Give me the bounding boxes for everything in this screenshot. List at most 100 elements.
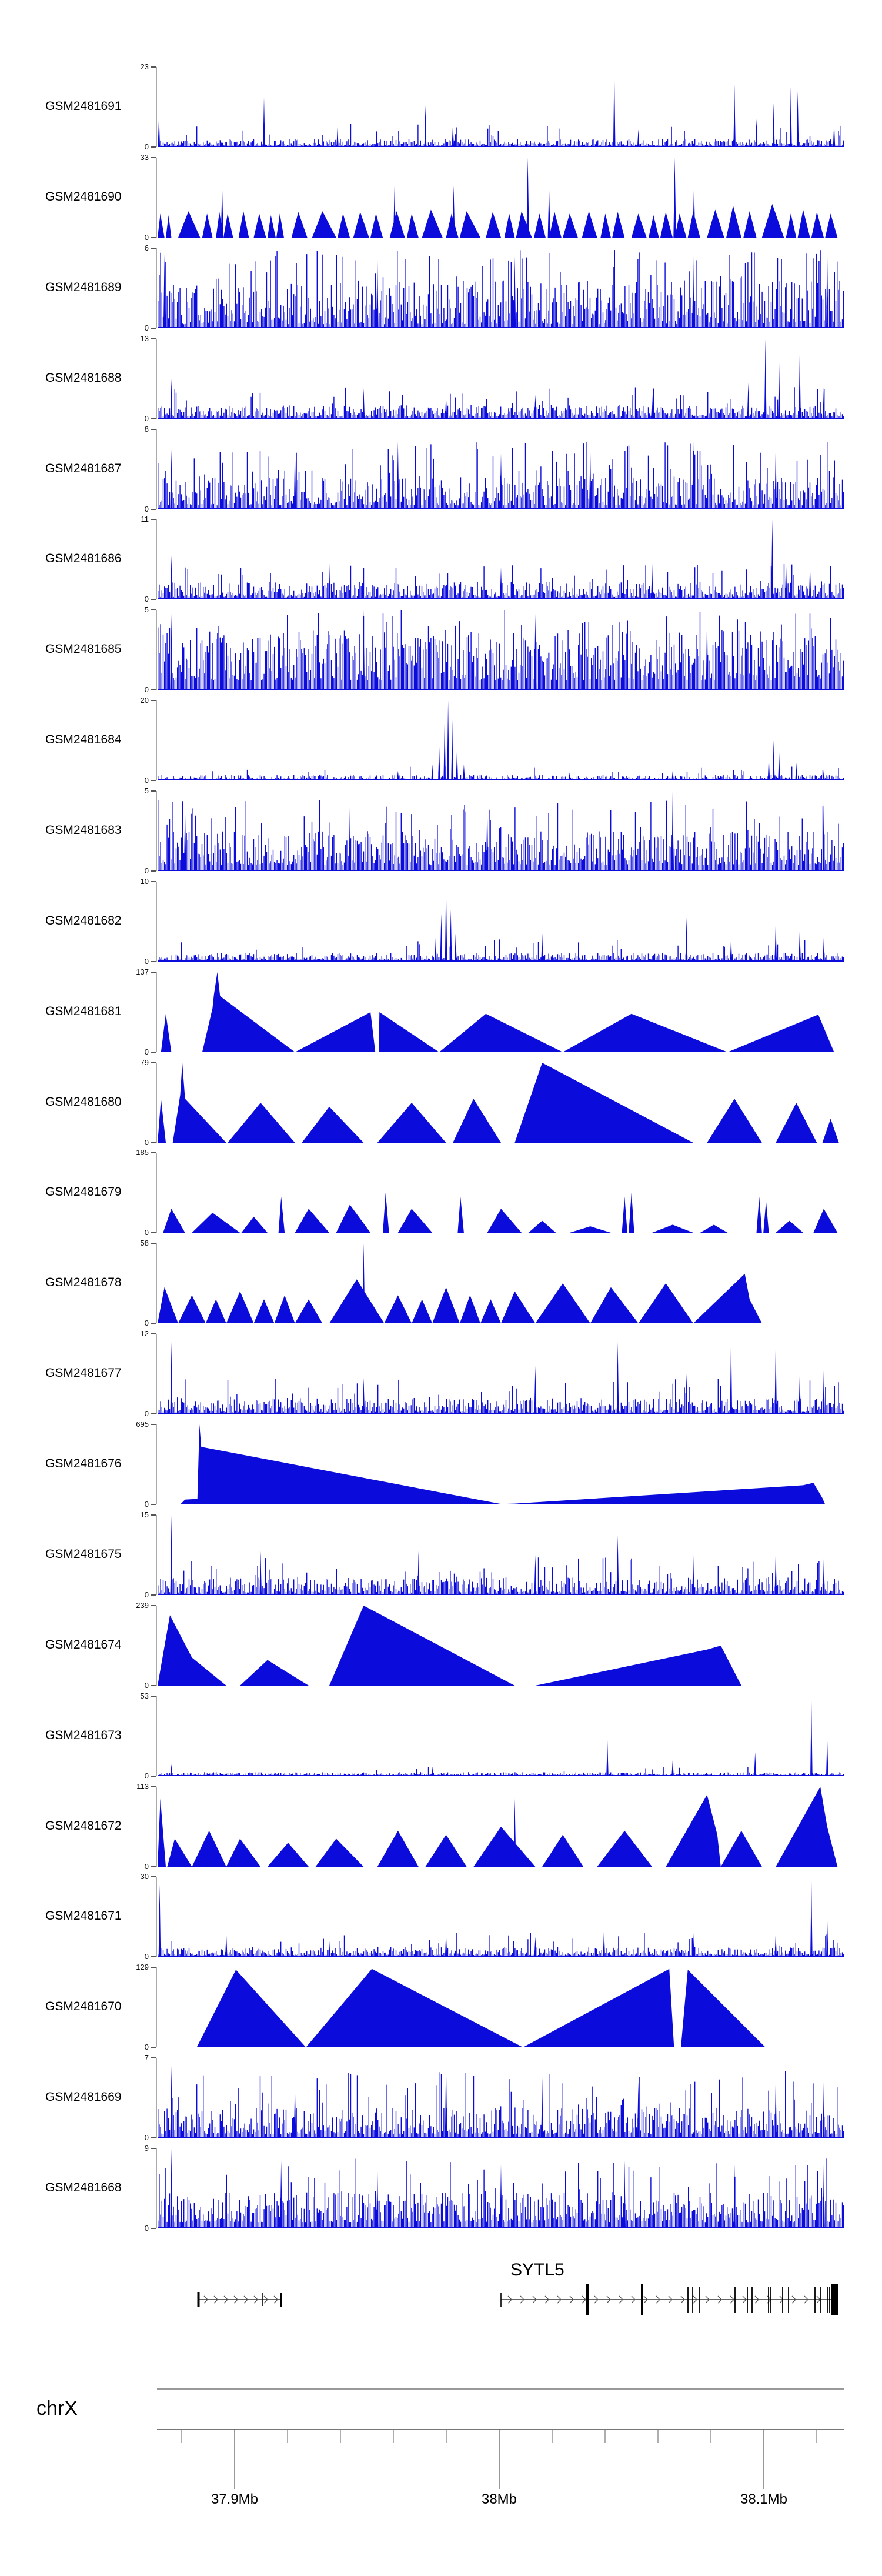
y-axis-top-tick bbox=[151, 1152, 156, 1154]
y-axis-top-tick bbox=[151, 2057, 156, 2059]
y-axis-bottom-tick bbox=[151, 780, 156, 782]
y-axis-max-label: 7 bbox=[144, 2053, 149, 2063]
y-axis-min-label: 0 bbox=[144, 2043, 149, 2052]
coverage-plot bbox=[158, 519, 844, 600]
y-axis-top-tick bbox=[151, 880, 156, 882]
y-axis-line bbox=[156, 248, 157, 328]
track-row: GSM2481675 15 0 bbox=[0, 1510, 882, 1606]
y-axis-line bbox=[156, 1062, 157, 1143]
y-axis-bottom-tick bbox=[151, 599, 156, 600]
track-row: GSM2481668 9 0 bbox=[0, 2144, 882, 2239]
y-axis-min-label: 0 bbox=[144, 323, 149, 332]
y-axis-max-label: 12 bbox=[140, 1329, 149, 1339]
y-axis-max-label: 58 bbox=[140, 1239, 149, 1248]
track-label: GSM2481670 bbox=[45, 2000, 122, 2014]
track-label: GSM2481682 bbox=[45, 913, 122, 927]
y-axis-bottom-tick bbox=[151, 146, 156, 148]
y-axis-bottom-tick bbox=[151, 1775, 156, 1777]
y-axis-line bbox=[156, 2148, 157, 2228]
y-axis-max-label: 8 bbox=[144, 424, 149, 433]
y-axis-top-tick bbox=[151, 700, 156, 702]
y-axis-top-tick bbox=[151, 428, 156, 430]
axis-tick-label-37-9: 37.9Mb bbox=[211, 2491, 259, 2507]
track-row: GSM2481678 58 0 bbox=[0, 1239, 882, 1334]
y-axis-line bbox=[156, 791, 157, 871]
track-label: GSM2481685 bbox=[45, 642, 122, 656]
y-axis-top-tick bbox=[151, 519, 156, 520]
coverage-plot bbox=[161, 972, 834, 1052]
chromosome-label: chrX bbox=[36, 2397, 78, 2420]
gene-models bbox=[197, 2284, 838, 2315]
coverage-plot bbox=[158, 1786, 838, 1867]
y-axis-bottom-tick bbox=[151, 508, 156, 510]
coverage-plot bbox=[158, 248, 844, 328]
y-axis-max-label: 9 bbox=[144, 2144, 149, 2153]
ideogram-line bbox=[157, 2388, 844, 2390]
track-label: GSM2481677 bbox=[45, 1366, 122, 1380]
track-label: GSM2481680 bbox=[45, 1095, 122, 1109]
track-label: GSM2481668 bbox=[45, 2181, 122, 2194]
y-axis-max-label: 239 bbox=[136, 1600, 149, 1610]
y-axis-bottom-tick bbox=[151, 1323, 156, 1324]
y-axis-min-label: 0 bbox=[144, 1047, 149, 1056]
y-axis-min-label: 0 bbox=[144, 1228, 149, 1237]
y-axis-bottom-tick bbox=[151, 1142, 156, 1143]
y-axis-max-label: 6 bbox=[144, 243, 149, 252]
y-axis-min-label: 0 bbox=[144, 1680, 149, 1690]
y-axis-bottom-tick bbox=[151, 236, 156, 238]
y-axis-line bbox=[156, 1334, 157, 1414]
y-axis-line bbox=[156, 2058, 157, 2138]
y-axis-bottom-tick bbox=[151, 1413, 156, 1415]
track-label: GSM2481690 bbox=[45, 189, 122, 203]
y-axis-max-label: 5 bbox=[144, 786, 149, 795]
y-axis-line bbox=[156, 1696, 157, 1776]
y-axis-top-tick bbox=[151, 971, 156, 973]
y-axis-bottom-tick bbox=[151, 960, 156, 962]
coverage-plot bbox=[180, 1424, 826, 1505]
y-axis-line bbox=[156, 1605, 157, 1686]
track-row: GSM2481680 79 0 bbox=[0, 1058, 882, 1153]
track-label: GSM2481671 bbox=[45, 1909, 122, 1923]
coverage-plot bbox=[158, 441, 844, 509]
y-axis-bottom-tick bbox=[151, 689, 156, 691]
y-axis-min-label: 0 bbox=[144, 866, 149, 875]
y-axis-min-label: 0 bbox=[144, 2224, 149, 2233]
track-label: GSM2481684 bbox=[45, 733, 122, 747]
y-axis-max-label: 10 bbox=[140, 876, 149, 886]
coverage-plot bbox=[158, 1514, 844, 1595]
y-axis-min-label: 0 bbox=[144, 595, 149, 604]
y-axis-line bbox=[156, 338, 157, 419]
y-axis-top-tick bbox=[151, 156, 156, 158]
track-row: GSM2481673 53 0 bbox=[0, 1691, 882, 1787]
y-axis-bottom-tick bbox=[151, 1594, 156, 1596]
y-axis-top-tick bbox=[151, 1333, 156, 1335]
y-axis-bottom-tick bbox=[151, 870, 156, 872]
coverage-plot bbox=[158, 338, 844, 419]
y-axis-line bbox=[156, 972, 157, 1052]
coverage-plot bbox=[158, 791, 844, 871]
y-axis-bottom-tick bbox=[151, 418, 156, 419]
y-axis-top-tick bbox=[151, 66, 156, 68]
y-axis-top-tick bbox=[151, 609, 156, 611]
y-axis-top-tick bbox=[151, 1695, 156, 1697]
y-axis-min-label: 0 bbox=[144, 413, 149, 423]
coverage-plot bbox=[158, 700, 844, 781]
y-axis-max-label: 13 bbox=[140, 333, 149, 343]
coverage-plot bbox=[158, 881, 844, 962]
y-axis-top-tick bbox=[151, 1604, 156, 1606]
coverage-plot bbox=[158, 1605, 741, 1686]
track-row: GSM2481691 23 0 bbox=[0, 62, 882, 158]
y-axis-min-label: 0 bbox=[144, 142, 149, 151]
y-axis-min-label: 0 bbox=[144, 956, 149, 966]
track-row: GSM2481686 11 0 bbox=[0, 515, 882, 610]
coverage-plot bbox=[196, 1968, 766, 2048]
coverage-plot bbox=[158, 67, 844, 147]
y-axis-top-tick bbox=[151, 1967, 156, 1968]
coverage-plot bbox=[158, 1062, 839, 1143]
y-axis-max-label: 113 bbox=[136, 1781, 149, 1791]
y-axis-min-label: 0 bbox=[144, 504, 149, 513]
y-axis-bottom-tick bbox=[151, 1684, 156, 1686]
gene-name-label: SYTL5 bbox=[510, 2260, 564, 2280]
y-axis-line bbox=[156, 1424, 157, 1505]
